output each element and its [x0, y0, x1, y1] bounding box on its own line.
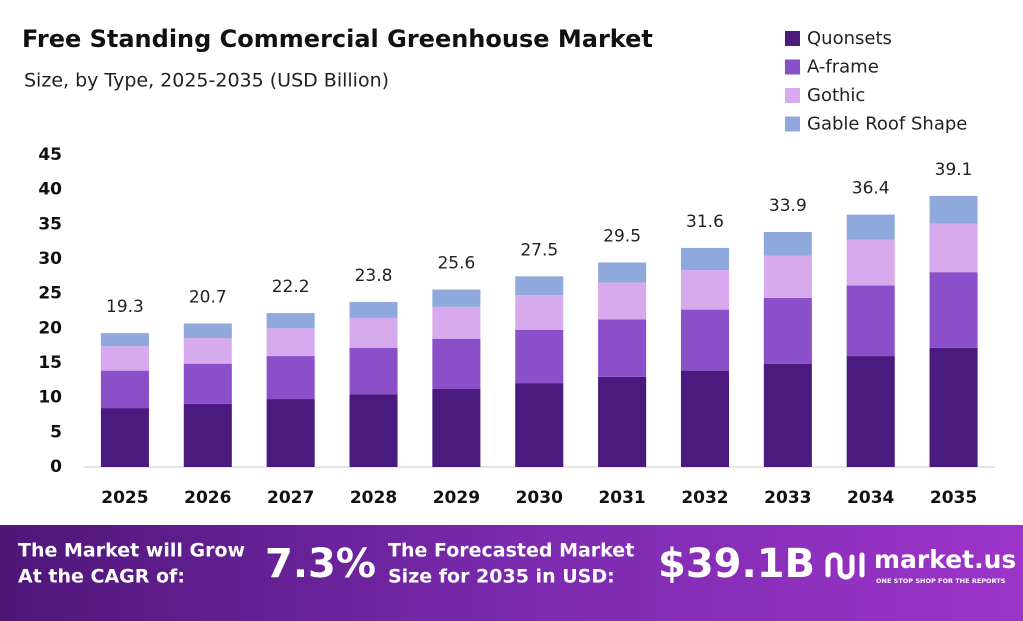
- legend: Quonsets A-frame Gothic Gable Roof Shape: [785, 28, 967, 135]
- x-tick-label: 2030: [516, 488, 563, 508]
- x-tick-label: 2031: [598, 488, 645, 508]
- y-tick-label: 30: [38, 249, 62, 269]
- bar-segment: [929, 272, 978, 348]
- y-tick-label: 15: [38, 353, 62, 373]
- bar-segment: [598, 282, 647, 320]
- bar-segment: [929, 195, 978, 224]
- total-label: 19.3: [106, 297, 144, 317]
- total-label: 22.2: [272, 277, 310, 297]
- x-tick-label: 2028: [350, 488, 397, 508]
- bar-segment: [680, 247, 730, 271]
- legend-swatch: [785, 116, 800, 132]
- bar-segment: [929, 223, 978, 273]
- bar-segment: [598, 376, 647, 467]
- legend-swatch: [785, 59, 800, 75]
- brand-tagline: ONE STOP SHOP FOR THE REPORTS: [876, 577, 1006, 585]
- bar-segment: [100, 370, 149, 409]
- total-label: 27.5: [520, 240, 558, 260]
- brand-name: market.us: [874, 545, 1016, 574]
- cagr-text: At the CAGR of:: [18, 566, 185, 588]
- bar-segment: [680, 370, 730, 467]
- bar-segment: [515, 329, 564, 384]
- x-tick-label: 2034: [847, 488, 894, 508]
- bar-segment: [100, 408, 149, 467]
- forecast-text: The Forecasted Market: [388, 540, 634, 562]
- bar-segment: [432, 388, 481, 467]
- y-tick-label: 10: [38, 388, 62, 408]
- bar-segment: [266, 313, 315, 329]
- bar-segment: [266, 328, 315, 357]
- y-tick-label: 0: [50, 457, 62, 477]
- bar-segment: [183, 363, 232, 404]
- bar-segment: [432, 338, 481, 389]
- total-label: 39.1: [935, 160, 973, 180]
- x-tick-label: 2025: [101, 488, 148, 508]
- forecast-text: Size for 2035 in USD:: [388, 566, 615, 588]
- bar-segment: [846, 285, 895, 357]
- x-tick-label: 2027: [267, 488, 314, 508]
- bar-segment: [266, 399, 315, 467]
- bar-segment: [598, 262, 647, 283]
- bar-segment: [349, 347, 398, 395]
- bar-segment: [183, 338, 232, 364]
- chart-title: Free Standing Commercial Greenhouse Mark…: [22, 25, 653, 53]
- legend-label: Gothic: [807, 85, 865, 106]
- bar-segment: [183, 403, 232, 467]
- bar-segment: [432, 306, 481, 339]
- x-tick-label: 2026: [184, 488, 231, 508]
- legend-label: Gable Roof Shape: [807, 114, 967, 135]
- total-label: 20.7: [189, 287, 227, 307]
- y-tick-label: 25: [38, 284, 62, 304]
- brand-logo: [825, 552, 865, 580]
- total-label: 36.4: [852, 179, 890, 199]
- bar-segment: [515, 276, 564, 296]
- cagr-value: 7.3%: [265, 541, 376, 587]
- x-tick-label: 2032: [681, 488, 728, 508]
- total-label: 33.9: [769, 196, 807, 216]
- bar-segment: [763, 231, 812, 256]
- bar-segment: [100, 346, 149, 371]
- bar-segment: [929, 347, 978, 467]
- bar-segment: [349, 394, 398, 467]
- bar-segment: [100, 333, 149, 347]
- bar-segment: [598, 319, 647, 377]
- y-tick-label: 20: [38, 318, 62, 338]
- bar-segment: [515, 383, 564, 467]
- bar-segment: [763, 363, 812, 467]
- y-tick-label: 45: [38, 145, 62, 165]
- bar-segment: [846, 356, 895, 467]
- total-label: 25.6: [437, 254, 475, 274]
- bar-segment: [680, 270, 730, 310]
- bar-segment: [349, 317, 398, 348]
- bar-segment: [680, 309, 730, 371]
- total-label: 31.6: [686, 212, 724, 232]
- x-tick-label: 2029: [433, 488, 480, 508]
- y-tick-label: 40: [38, 180, 62, 200]
- bar-segment: [763, 255, 812, 298]
- y-tick-label: 5: [50, 422, 62, 442]
- bar-segment: [183, 323, 232, 339]
- x-tick-label: 2035: [930, 488, 977, 508]
- bar-segment: [266, 356, 315, 400]
- chart-subtitle: Size, by Type, 2025-2035 (USD Billion): [24, 70, 389, 92]
- bar-segment: [846, 239, 895, 286]
- bar-segment: [515, 295, 564, 330]
- total-label: 23.8: [355, 266, 393, 286]
- bar-segment: [432, 289, 481, 307]
- legend-label: A-frame: [807, 57, 879, 78]
- forecast-value: $39.1B: [658, 541, 815, 587]
- bar-segment: [846, 214, 895, 240]
- cagr-text: The Market will Grow: [18, 540, 245, 562]
- bar-segment: [763, 297, 812, 364]
- plot: 05101520253035404519.3202520.7202622.220…: [38, 145, 995, 508]
- x-tick-label: 2033: [764, 488, 811, 508]
- legend-swatch: [785, 31, 800, 46]
- total-label: 29.5: [603, 226, 641, 246]
- y-tick-label: 35: [38, 214, 62, 234]
- legend-swatch: [785, 88, 800, 103]
- bar-segment: [349, 301, 398, 318]
- legend-label: Quonsets: [807, 28, 892, 49]
